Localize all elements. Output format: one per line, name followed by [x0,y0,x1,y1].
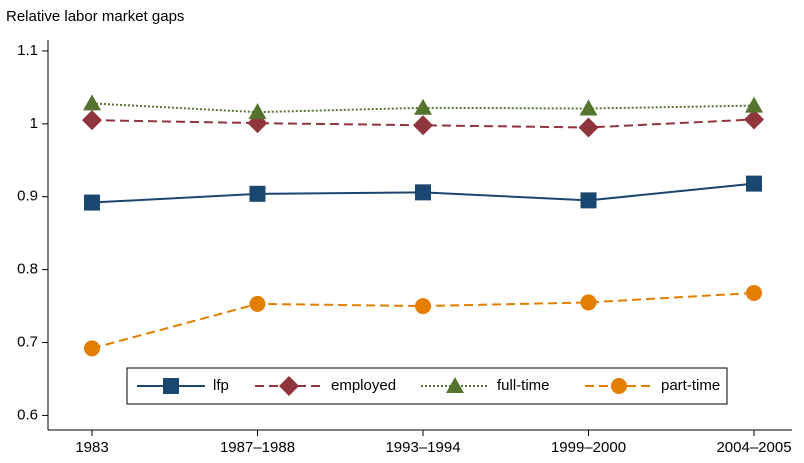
marker [84,340,100,357]
marker [579,99,598,116]
legend-marker [163,378,179,394]
legend-label: employed [331,377,396,394]
marker [578,117,599,138]
marker [745,96,763,113]
marker [415,298,431,315]
marker [248,103,267,120]
y-tick-label: 0.8 [17,261,38,278]
legend-label: full-time [497,377,550,394]
legend-marker [446,377,464,393]
y-tick-label: 1 [30,115,38,132]
series-line [91,118,755,129]
x-tick-label: 2004–2005 [716,439,791,456]
x-tick-label: 1993–1994 [385,439,460,456]
y-tick-label: 1.1 [17,42,38,59]
x-tick-label: 1987–1988 [220,439,295,456]
y-axis-title: Relative labor market gaps [6,8,184,25]
marker [744,109,764,130]
y-tick-label: 0.9 [17,188,38,205]
marker [580,192,597,209]
marker [249,185,266,202]
marker [82,110,102,131]
y-tick-label: 0.7 [17,333,38,350]
y-tick-label: 0.6 [17,406,38,423]
marker [580,294,597,311]
x-tick-label: 1983 [75,439,108,456]
legend-marker [611,378,627,394]
marker [83,94,101,111]
legend-label: part-time [661,377,720,394]
legend-marker [279,376,299,396]
marker [746,284,762,301]
x-tick-label: 1999–2000 [551,439,626,456]
marker [415,184,431,201]
marker [414,98,432,115]
marker [249,295,266,312]
legend-label: lfp [213,377,229,394]
marker [84,194,100,211]
marker [413,115,433,136]
legend: lfp employed full-time part-time [126,367,728,405]
marker [746,175,762,192]
